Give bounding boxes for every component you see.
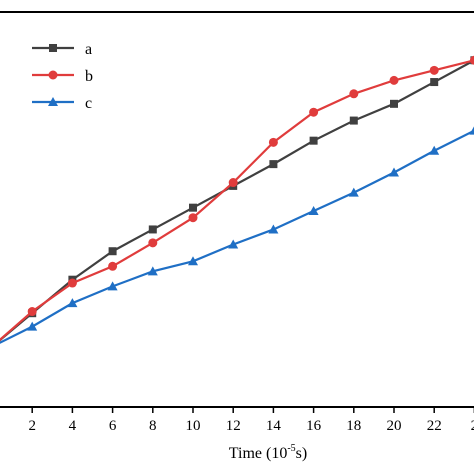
data-point-c [67, 298, 78, 308]
data-point-c [308, 206, 319, 216]
data-point-c [27, 321, 38, 331]
data-point-b [469, 55, 474, 65]
data-point-a [430, 78, 439, 87]
plot-frame [0, 11, 474, 408]
x-tick-label: 14 [266, 418, 282, 434]
data-point-c [107, 281, 118, 291]
series-b [0, 55, 474, 342]
data-point-a [309, 136, 318, 145]
data-point-c [469, 126, 474, 135]
data-point-a [390, 99, 398, 108]
series-c [0, 126, 474, 344]
data-point-c [389, 167, 399, 177]
legend-entry-c: c [32, 95, 92, 112]
data-point-b [429, 65, 439, 75]
data-point-b [108, 261, 118, 271]
data-point-a [148, 225, 157, 234]
x-axis-ticks: 2468101214161820222 [28, 407, 474, 434]
x-axis-title: Time (10-5s) [229, 443, 307, 462]
series-line-c [0, 129, 474, 344]
x-tick-label: 8 [149, 418, 157, 434]
x-tick-label: 6 [109, 418, 117, 434]
x-axis-title-unit: s) [296, 445, 308, 462]
legend-marker-b [48, 70, 58, 80]
x-tick-label: 2 [471, 418, 474, 434]
legend-marker-a [49, 44, 57, 52]
series-layer [0, 55, 474, 344]
legend: a b c [32, 41, 93, 112]
legend-label-b: b [85, 68, 93, 85]
data-point-c [429, 145, 440, 155]
legend-label-c: c [85, 95, 92, 112]
data-point-a [189, 203, 197, 212]
legend-marker-c [48, 97, 58, 106]
data-point-c [228, 239, 239, 249]
data-point-a [349, 116, 358, 125]
data-point-a [269, 160, 278, 169]
x-tick-label: 2 [28, 418, 36, 434]
data-point-b [228, 178, 238, 188]
data-point-b [27, 307, 37, 317]
x-tick-label: 12 [226, 418, 241, 434]
data-point-c [147, 266, 158, 276]
x-tick-label: 10 [186, 418, 201, 434]
data-point-c [348, 187, 359, 197]
data-point-b [309, 107, 319, 117]
data-point-b [268, 137, 278, 147]
data-point-c [268, 224, 279, 234]
data-point-b [188, 213, 198, 223]
legend-label-a: a [85, 41, 92, 58]
x-axis-title-exponent: -5 [287, 443, 295, 454]
data-point-b [148, 238, 158, 248]
x-tick-label: 20 [387, 418, 402, 434]
data-point-b [67, 278, 77, 288]
data-point-a [108, 247, 117, 256]
x-tick-label: 16 [306, 418, 322, 434]
data-point-c [188, 256, 198, 266]
legend-entry-b: b [32, 68, 93, 85]
x-tick-label: 22 [427, 418, 442, 434]
x-tick-label: 4 [69, 418, 77, 434]
data-point-b [349, 89, 359, 99]
legend-entry-a: a [32, 41, 92, 58]
data-point-b [389, 75, 399, 85]
x-axis-title-main: Time (10 [229, 445, 288, 462]
x-tick-label: 18 [346, 418, 361, 434]
